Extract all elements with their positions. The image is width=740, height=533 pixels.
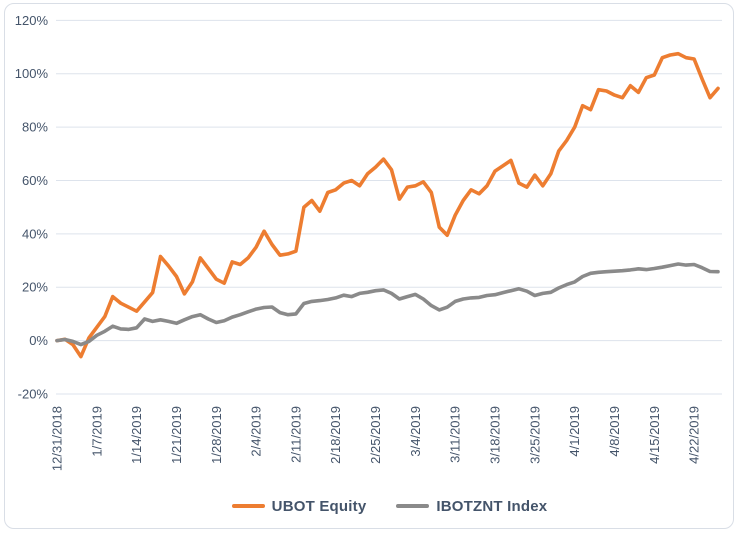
x-axis-label: 12/31/2018 (50, 406, 65, 471)
x-axis-label: 2/25/2019 (368, 406, 383, 464)
y-axis-label: 100% (15, 66, 49, 81)
legend-item-ibotznt[interactable]: IBOTZNT Index (396, 498, 547, 515)
x-axis-label: 3/11/2019 (448, 406, 463, 463)
x-axis-label: 4/1/2019 (567, 406, 582, 457)
legend-swatch-ubot-icon (231, 503, 265, 509)
legend-label-ubot: UBOT Equity (271, 497, 367, 515)
x-axis-label: 1/21/2019 (169, 406, 184, 464)
series-line-ubot-equity (55, 51, 720, 359)
x-axis-label: 4/15/2019 (647, 406, 662, 464)
y-axis-label: 80% (22, 120, 48, 135)
x-axis-label: 3/25/2019 (527, 406, 542, 464)
x-axis-label: 1/7/2019 (89, 406, 104, 457)
y-axis-label: 60% (22, 173, 48, 188)
y-axis-label: 0% (29, 333, 48, 348)
x-axis-label: 4/8/2019 (607, 406, 622, 457)
chart-legend: UBOT Equity IBOTZNT Index (57, 492, 722, 520)
x-axis-label: 2/11/2019 (288, 406, 303, 463)
y-axis-label: 20% (22, 280, 48, 295)
legend-swatch-ibotznt-icon (396, 503, 430, 509)
y-axis-label: 120% (15, 13, 49, 28)
x-axis-label: 3/4/2019 (408, 406, 423, 457)
y-axis-label: -20% (18, 386, 49, 401)
series-line-ibotznt-index (55, 262, 720, 347)
legend-item-ubot[interactable]: UBOT Equity (231, 497, 367, 515)
x-axis-label: 3/18/2019 (488, 406, 503, 464)
x-axis-label: 1/14/2019 (129, 406, 144, 464)
y-axis-label: 40% (22, 226, 48, 241)
x-axis-label: 2/4/2019 (249, 406, 264, 457)
x-axis-label: 4/22/2019 (687, 406, 702, 464)
legend-label-ibotznt: IBOTZNT Index (436, 497, 548, 515)
x-axis-label: 2/18/2019 (328, 406, 343, 464)
x-axis-label: 1/28/2019 (209, 406, 224, 464)
